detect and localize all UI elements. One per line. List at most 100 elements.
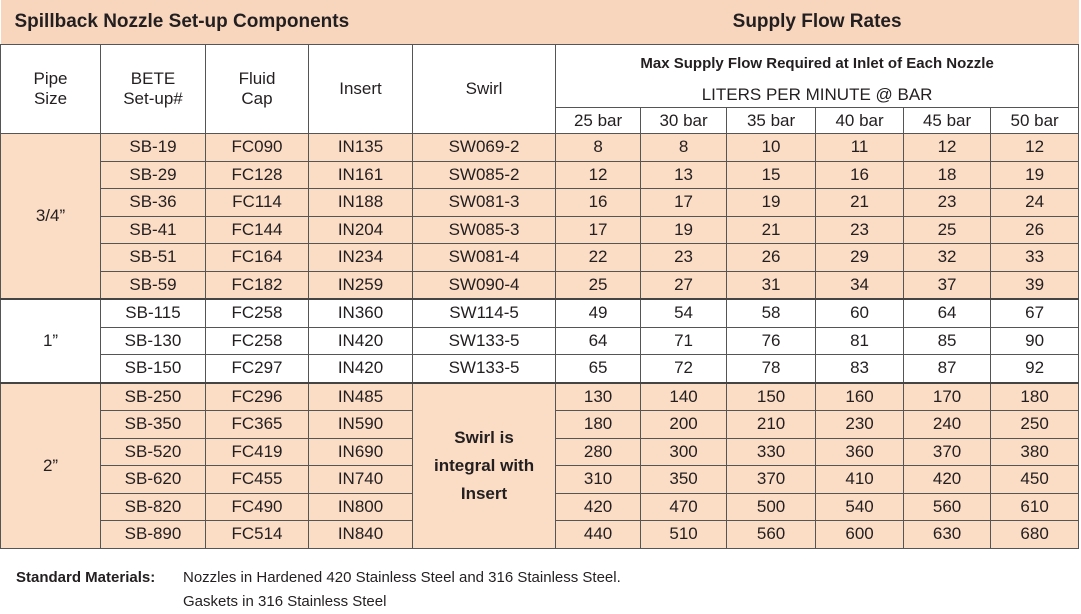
flow-value: 21: [726, 215, 817, 244]
flow-value: 81: [815, 326, 905, 355]
flow-value: 8: [555, 133, 642, 162]
flow-value: 39: [990, 270, 1080, 300]
flow-value: 130: [555, 381, 642, 411]
flow-value: 470: [640, 492, 728, 521]
cell: SB-820: [100, 492, 206, 521]
cell: IN740: [308, 465, 413, 494]
flow-value: 12: [555, 160, 642, 189]
footer-text: Nozzles in Hardened 420 Stainless Steel …: [183, 569, 621, 586]
cell: SW085-2: [411, 160, 557, 189]
flow-value: 610: [990, 492, 1080, 521]
cell: IN485: [308, 381, 413, 411]
cell: SW069-2: [411, 133, 557, 162]
flow-value: 16: [555, 188, 642, 217]
title-row: Spillback Nozzle Set-up Components Suppl…: [0, 0, 1079, 45]
cell: SB-41: [100, 215, 206, 244]
flow-value: 26: [726, 243, 817, 272]
col-header: Swirl: [411, 44, 557, 134]
col-header: Pipe Size: [0, 44, 101, 134]
pressure-header: 50 bar: [990, 107, 1080, 134]
flow-value: 10: [726, 133, 817, 162]
cell: SW133-5: [411, 354, 557, 383]
flow-value: 15: [726, 160, 817, 189]
pressure-row: 25 bar 30 bar 35 bar 40 bar 45 bar 50 bar: [1, 107, 1080, 134]
flow-value: 83: [815, 354, 905, 383]
table-row: SB-150 FC297 IN420 SW133-5 65 72 78 83 87 92: [1, 354, 1080, 383]
cell: IN800: [308, 492, 413, 521]
flow-value: 510: [640, 520, 728, 549]
cell: SW081-4: [411, 243, 557, 272]
flow-value: 34: [815, 270, 905, 300]
flow-value: 19: [990, 160, 1080, 189]
cell: FC297: [205, 354, 309, 383]
flow-value: 13: [640, 160, 728, 189]
flow-value: 200: [640, 410, 728, 439]
flow-value: 600: [815, 520, 905, 549]
flow-value: 180: [555, 410, 642, 439]
flow-value: 410: [815, 465, 905, 494]
flow-value: 560: [903, 492, 992, 521]
flow-value: 23: [640, 243, 728, 272]
table-body: 3/4” SB-19 FC090 IN135 SW069-2 8 8 10 11 12 12 SB-2…: [0, 133, 1080, 549]
flow-value: 12: [990, 133, 1080, 162]
flow-value: 22: [555, 243, 642, 272]
cell: IN135: [308, 133, 413, 162]
cell: SB-520: [100, 437, 206, 466]
cell: IN161: [308, 160, 413, 189]
flow-value: 420: [555, 492, 642, 521]
flow-value: 19: [640, 215, 728, 244]
flow-value: 76: [726, 326, 817, 355]
flow-units: LITERS PER MINUTE @ BAR: [555, 83, 1080, 108]
pipe-size: 2”: [0, 381, 101, 549]
cell: FC258: [205, 326, 309, 355]
table-row: SB-130 FC258 IN420 SW133-5 64 71 76 81 85 90: [1, 326, 1080, 355]
cell: FC365: [205, 410, 309, 439]
flow-value: 17: [640, 188, 728, 217]
cell: IN590: [308, 410, 413, 439]
pressure-header: 35 bar: [726, 107, 817, 134]
units-row: LITERS PER MINUTE @ BAR: [1, 83, 1080, 108]
pipe-size: 3/4”: [0, 133, 101, 300]
flow-value: 450: [990, 465, 1080, 494]
flow-value: 24: [990, 188, 1080, 217]
table-row: SB-350 FC365 IN590 180 200 210 230 240 250: [1, 410, 1080, 439]
footer-line: Standard Materials: Nozzles in Hardened 4…: [16, 566, 621, 590]
table-row: SB-620 FC455 IN740 310 350 370 410 420 450: [1, 465, 1080, 494]
spec-table: Spillback Nozzle Set-up Components Suppl…: [0, 0, 1080, 549]
pressure-header: 40 bar: [815, 107, 905, 134]
cell: FC114: [205, 188, 309, 217]
flow-value: 31: [726, 270, 817, 300]
flow-value: 210: [726, 410, 817, 439]
footer: Standard Materials: Nozzles in Hardened 4…: [16, 566, 621, 614]
flow-value: 85: [903, 326, 992, 355]
cell: SW133-5: [411, 326, 557, 355]
flow-value: 12: [903, 133, 992, 162]
flow-value: 280: [555, 437, 642, 466]
flow-value: 370: [903, 437, 992, 466]
cell: IN690: [308, 437, 413, 466]
flow-value: 180: [990, 381, 1080, 411]
cell: SB-19: [100, 133, 206, 162]
flow-value: 350: [640, 465, 728, 494]
flow-value: 67: [990, 298, 1080, 328]
flow-value: 380: [990, 437, 1080, 466]
flow-value: 58: [726, 298, 817, 328]
flow-value: 25: [555, 270, 642, 300]
flow-value: 26: [990, 215, 1080, 244]
cell: SB-350: [100, 410, 206, 439]
table-row: 3/4” SB-19 FC090 IN135 SW069-2 8 8 10 11 12 12: [0, 133, 1080, 300]
flow-value: 560: [726, 520, 817, 549]
flow-value: 540: [815, 492, 905, 521]
pressure-header: 30 bar: [640, 107, 728, 134]
flow-value: 54: [640, 298, 728, 328]
flow-value: 310: [555, 465, 642, 494]
cell: IN420: [308, 326, 413, 355]
cell: IN420: [308, 354, 413, 383]
flow-value: 300: [640, 437, 728, 466]
cell: SB-150: [100, 354, 206, 383]
cell: FC455: [205, 465, 309, 494]
flow-value: 32: [903, 243, 992, 272]
flow-value: 78: [726, 354, 817, 383]
cell: FC296: [205, 381, 309, 411]
